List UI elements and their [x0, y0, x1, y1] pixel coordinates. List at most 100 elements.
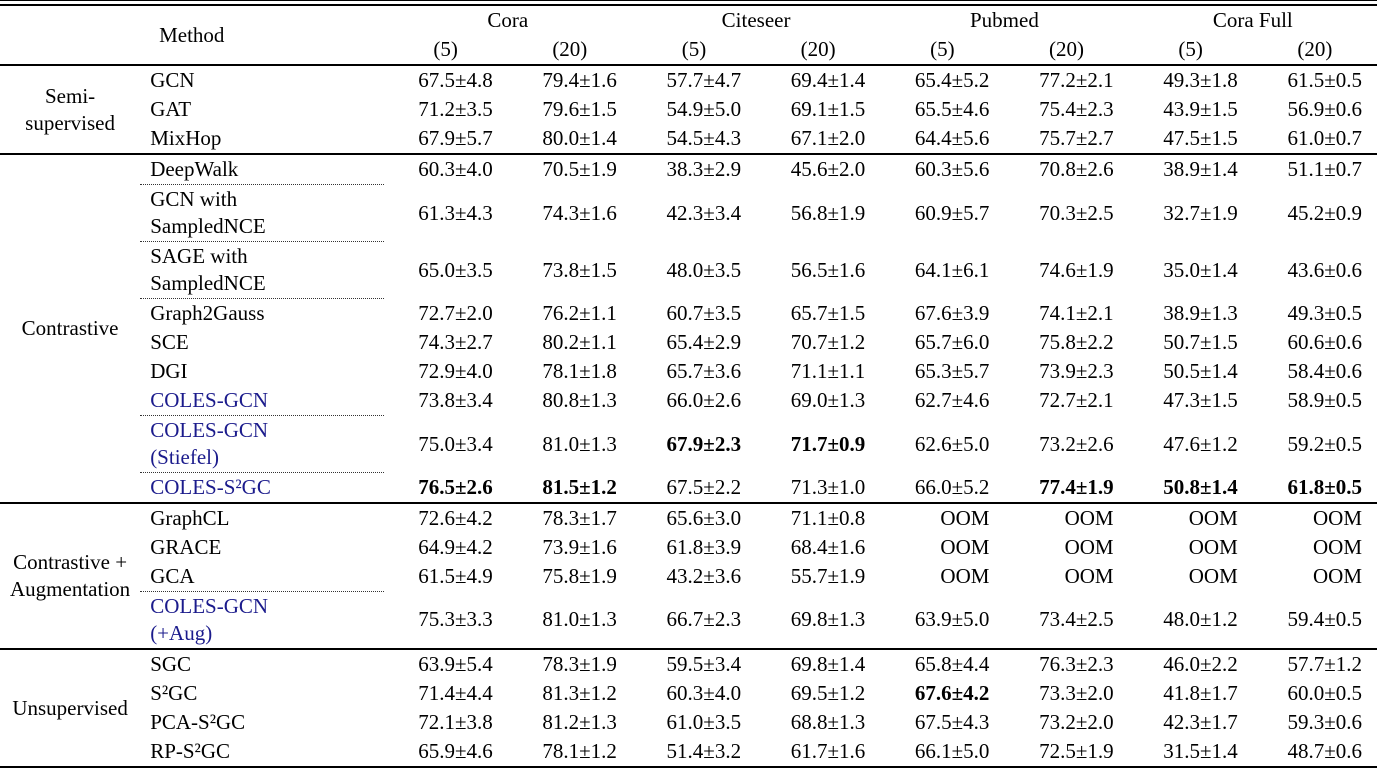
method-cell: GAT: [150, 97, 192, 121]
value-cell: OOM: [1312, 535, 1362, 559]
value-cell: 81.0±1.3: [542, 431, 617, 456]
value-cell: 65.3±5.7: [914, 359, 990, 383]
value-cell: 35.0±1.4: [1163, 257, 1238, 282]
value-cell: 61.8±0.5: [1287, 474, 1362, 499]
value-cell: 64.1±6.1: [914, 257, 990, 282]
value-cell: 65.7±6.0: [914, 330, 990, 354]
value-cell: OOM: [1312, 564, 1362, 589]
dataset-header-1: Citeseer: [721, 8, 791, 32]
value-cell: 79.4±1.6: [507, 64, 632, 95]
value-cell: 66.7±2.3: [666, 607, 742, 632]
value-cell: 59.4±0.5: [1287, 607, 1362, 632]
table-row: Contrastive + Augmentation GraphCL 72.6±4.…: [0, 502, 1377, 649]
table-body: Semi- supervised GCN 67.5±4.8 79.4±1.6 57.7±…: [0, 64, 1377, 767]
group-cell: Contrastive + Augmentation: [0, 502, 141, 649]
value-cell: 60.9±5.7: [914, 200, 990, 225]
value-cell: 73.2±2.6: [1039, 431, 1114, 456]
value-cell: 69.4±1.4: [756, 64, 881, 95]
value-cell: 57.7±4.7: [631, 64, 757, 95]
group-cell: Unsupervised: [0, 648, 141, 767]
table-row: SCE 74.3±2.7 80.2±1.1 65.4±2.9 70.7±1.2 65.7±…: [0, 328, 1377, 357]
subcol-header: (20): [1252, 35, 1377, 66]
value-cell: 32.7±1.9: [1163, 200, 1238, 225]
value-cell: 75.7±2.7: [1039, 126, 1114, 150]
value-cell: 70.3±2.5: [1039, 200, 1114, 225]
value-cell: 69.1±1.5: [790, 97, 866, 121]
method-cell: SGC: [140, 648, 384, 679]
subcol-header: (20): [1004, 35, 1129, 66]
value-cell: 60.3±4.0: [666, 681, 742, 705]
table-row: DGI 72.9±4.0 78.1±1.8 65.7±3.6 71.1±1.1 65.3±…: [0, 357, 1377, 386]
value-cell: 75.8±1.9: [542, 564, 617, 589]
method-cell: GCN with SampledNCE: [140, 184, 384, 242]
value-cell: 50.5±1.4: [1163, 359, 1238, 383]
table-row: S²GC 71.4±4.4 81.3±1.2 60.3±4.0 69.5±1.2 67.6…: [0, 679, 1377, 708]
table-row: COLES-GCN 73.8±3.4 80.8±1.3 66.0±2.6 69.0±1.…: [0, 386, 1377, 416]
value-cell: 47.5±1.5: [1163, 126, 1238, 150]
method-cell: COLES-S²GC: [140, 472, 384, 503]
value-cell: 56.5±1.6: [790, 257, 866, 282]
value-cell: 68.4±1.6: [790, 535, 866, 559]
value-cell: 67.5±4.3: [914, 710, 990, 734]
value-cell: 74.1±2.1: [1039, 300, 1114, 325]
method-cell: COLES-GCN (+Aug): [140, 591, 384, 649]
value-cell: 72.5±1.9: [1039, 739, 1114, 763]
value-cell: 60.6±0.6: [1287, 330, 1362, 354]
value-cell: 47.6±1.2: [1163, 431, 1238, 456]
value-cell: 76.5±2.6: [418, 474, 493, 499]
value-cell: 65.5±4.6: [914, 97, 990, 121]
value-cell: 38.9±1.4: [1128, 153, 1253, 185]
value-cell: 66.1±5.0: [914, 739, 990, 763]
value-cell: 74.3±2.7: [418, 330, 493, 354]
method-cell: MixHop: [150, 126, 222, 150]
value-cell: 43.9±1.5: [1163, 97, 1238, 121]
value-cell: 70.8±2.6: [1004, 153, 1129, 185]
value-cell: 77.4±1.9: [1039, 474, 1114, 499]
value-cell: 67.6±3.9: [914, 300, 990, 325]
value-cell: 47.3±1.5: [1163, 388, 1238, 413]
dataset-header-0: Cora: [487, 8, 529, 32]
subcol-header: (5): [880, 35, 1005, 66]
value-cell: 48.7±0.6: [1287, 739, 1362, 763]
value-cell: 61.8±3.9: [666, 535, 742, 559]
value-cell: OOM: [1128, 502, 1253, 533]
value-cell: 63.9±5.0: [914, 607, 990, 632]
value-cell: 67.6±4.2: [914, 681, 990, 705]
value-cell: 42.3±1.7: [1163, 710, 1238, 734]
table-row: RP-S²GC 65.9±4.6 78.1±1.2 51.4±3.2 61.7±1.6 6…: [0, 737, 1377, 767]
value-cell: 71.1±1.1: [790, 359, 866, 383]
value-cell: 61.5±4.9: [418, 564, 493, 589]
value-cell: 70.5±1.9: [507, 153, 632, 185]
value-cell: 65.7±3.6: [666, 359, 742, 383]
value-cell: 69.8±1.3: [790, 607, 866, 632]
value-cell: 78.3±1.7: [507, 502, 632, 533]
value-cell: 70.7±1.2: [790, 330, 866, 354]
value-cell: 66.0±2.6: [666, 388, 742, 413]
value-cell: 67.5±4.8: [383, 64, 508, 95]
value-cell: 69.0±1.3: [790, 388, 866, 413]
table-row: PCA-S²GC 72.1±3.8 81.2±1.3 61.0±3.5 68.8±1.3…: [0, 708, 1377, 737]
group-cell: Semi- supervised: [0, 64, 141, 154]
value-cell: 49.3±0.5: [1287, 300, 1362, 325]
value-cell: 43.6±0.6: [1287, 257, 1362, 282]
value-cell: 43.2±3.6: [666, 564, 742, 589]
dataset-header-2: Pubmed: [970, 8, 1039, 32]
value-cell: 31.5±1.4: [1163, 739, 1238, 763]
value-cell: 59.3±0.6: [1287, 710, 1362, 734]
subcol-header: (5): [1128, 35, 1253, 66]
value-cell: 59.5±3.4: [631, 648, 757, 679]
value-cell: 45.6±2.0: [756, 153, 881, 185]
value-cell: OOM: [940, 564, 990, 589]
value-cell: 65.9±4.6: [418, 739, 493, 763]
value-cell: 51.1±0.7: [1252, 153, 1377, 185]
value-cell: OOM: [1064, 564, 1114, 589]
header-row-label-counts: (5) (20) (5) (20) (5) (20) (5) (20): [0, 35, 1377, 66]
value-cell: 81.3±1.2: [542, 681, 617, 705]
value-cell: 59.2±0.5: [1287, 431, 1362, 456]
value-cell: 60.0±0.5: [1287, 681, 1362, 705]
table-row: SAGE with SampledNCE 65.0±3.5 73.8±1.5 48.0…: [0, 241, 1377, 299]
value-cell: 62.6±5.0: [914, 431, 990, 456]
table-row: COLES-GCN (Stiefel) 75.0±3.4 81.0±1.3 67.9±…: [0, 415, 1377, 473]
value-cell: OOM: [880, 502, 1005, 533]
method-cell: Graph2Gauss: [140, 298, 384, 328]
